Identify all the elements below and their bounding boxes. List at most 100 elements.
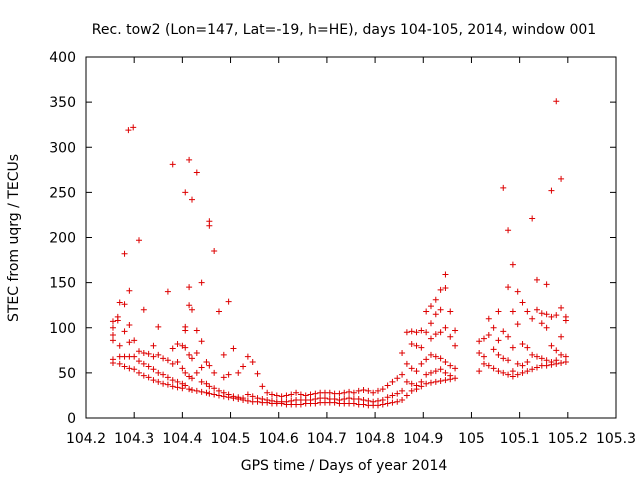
data-point [427,303,434,310]
data-point [109,359,116,366]
data-point [533,306,540,313]
data-point [394,390,401,397]
data-point [447,308,454,315]
data-point [336,390,343,397]
data-point [136,358,142,365]
data-point [490,365,497,372]
data-point [543,324,550,331]
data-point [211,391,218,398]
x-tick-label: 105.2 [548,431,588,447]
data-point [360,401,367,408]
data-point [548,342,555,349]
data-point [206,222,213,229]
data-point [519,369,526,376]
data-point [408,365,415,372]
data-point [355,387,362,394]
data-point [235,396,242,403]
data-point [423,356,430,363]
y-tick-label: 300 [49,140,76,156]
data-point [399,396,406,403]
data-point [136,369,142,376]
data-point [198,338,205,345]
data-point [140,360,147,367]
data-point [514,321,521,328]
data-point [297,391,304,398]
y-tick-label: 200 [49,231,76,247]
data-point [452,327,459,334]
data-point [346,395,353,402]
data-point [198,279,205,286]
data-point [331,399,338,406]
data-point [240,396,247,403]
data-point [519,299,526,306]
data-point [249,393,256,400]
data-point [442,359,449,366]
data-point [179,365,186,372]
data-point [548,313,555,320]
data-point [480,353,487,360]
data-point [140,372,147,379]
data-point [189,355,195,362]
data-point [145,350,152,357]
data-point [150,366,157,373]
data-point [437,377,444,384]
data-point [533,276,540,283]
data-point [427,351,434,358]
data-point [437,366,444,373]
data-point [379,386,386,393]
data-point [394,398,401,405]
data-point [500,328,507,335]
data-point [389,378,396,385]
data-point [186,284,193,291]
data-point [500,184,507,191]
data-point [432,378,439,385]
data-point [182,344,189,351]
data-point [533,353,540,360]
data-point [403,378,410,385]
data-point [442,369,449,376]
data-point [423,380,430,387]
data-point [131,366,138,373]
data-point [203,359,210,366]
data-point [389,399,396,406]
y-tick-label: 150 [49,276,76,292]
data-point [505,227,512,234]
data-point [215,392,222,399]
data-point [505,333,512,340]
data-point [182,189,189,196]
data-point [432,296,439,303]
data-point [350,400,357,407]
data-point [384,394,391,401]
data-point [244,353,251,360]
data-point [543,281,550,288]
data-point [145,374,152,381]
data-point [244,397,251,404]
x-tick-label: 104.7 [307,431,347,447]
data-point [268,391,275,398]
data-point [524,368,531,375]
data-point [365,387,372,394]
data-point [193,350,200,357]
data-point [297,401,304,408]
data-point [379,401,386,408]
data-point [193,327,200,334]
data-point [495,368,502,375]
data-point [418,327,425,334]
y-tick-label: 50 [58,366,76,382]
data-point [418,344,425,351]
data-point [399,350,406,357]
data-point [423,308,430,315]
data-point [174,340,181,347]
data-point [408,387,415,394]
data-point [126,339,133,346]
data-point [533,364,540,371]
data-point [476,368,483,375]
data-point [423,371,430,378]
data-point [490,346,497,353]
data-point [254,370,261,377]
data-point [116,360,123,367]
data-point [442,285,449,292]
data-point [509,308,516,315]
data-point [164,357,171,364]
